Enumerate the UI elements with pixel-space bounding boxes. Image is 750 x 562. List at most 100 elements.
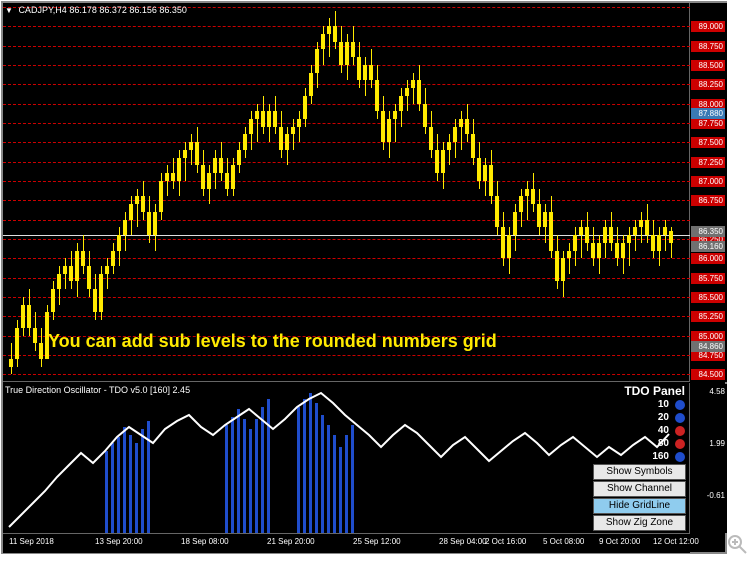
panel-dot-icon <box>675 413 685 423</box>
candle <box>669 3 673 382</box>
panel-button[interactable]: Show Zig Zone <box>593 515 686 531</box>
candle <box>477 3 481 382</box>
candle <box>585 3 589 382</box>
price-label: 87.750 <box>691 118 725 129</box>
time-label: 28 Sep 04:00 <box>439 537 487 546</box>
candle <box>21 3 25 382</box>
candle <box>117 3 121 382</box>
panel-row[interactable]: 20 <box>593 411 688 424</box>
candle <box>345 3 349 382</box>
candle <box>327 3 331 382</box>
candle <box>171 3 175 382</box>
candle <box>501 3 505 382</box>
candle <box>351 3 355 382</box>
panel-row[interactable]: 40 <box>593 424 688 437</box>
ohlc-values: 86.178 86.372 86.156 86.350 <box>69 5 187 15</box>
candle <box>579 3 583 382</box>
panel-row[interactable]: 160 <box>593 450 688 463</box>
price-label: 86.350 <box>691 226 725 237</box>
candle <box>441 3 445 382</box>
panel-button[interactable]: Show Channel <box>593 481 686 497</box>
tdo-panel: TDO Panel 10204080 160 Show SymbolsShow C… <box>593 384 688 531</box>
zoom-icon[interactable] <box>726 533 748 560</box>
candle <box>333 3 337 382</box>
candle <box>603 3 607 382</box>
candle <box>75 3 79 382</box>
symbol-name: CADJPY,H4 <box>18 5 66 15</box>
candle <box>357 3 361 382</box>
candle <box>591 3 595 382</box>
candle <box>597 3 601 382</box>
price-label: 86.160 <box>691 241 725 252</box>
candle <box>339 3 343 382</box>
candle <box>453 3 457 382</box>
candle <box>141 3 145 382</box>
panel-button[interactable]: Show Symbols <box>593 464 686 480</box>
candle <box>39 3 43 382</box>
candle <box>93 3 97 382</box>
candle <box>411 3 415 382</box>
time-label: 18 Sep 08:00 <box>181 537 229 546</box>
candle <box>429 3 433 382</box>
price-label: 87.250 <box>691 157 725 168</box>
candle <box>105 3 109 382</box>
candle <box>153 3 157 382</box>
candle <box>627 3 631 382</box>
candle <box>165 3 169 382</box>
candle <box>195 3 199 382</box>
candle <box>207 3 211 382</box>
candle <box>405 3 409 382</box>
panel-period: 10 <box>658 399 669 410</box>
price-label: 86.750 <box>691 195 725 206</box>
panel-title: TDO Panel <box>593 384 688 398</box>
oscillator-chart[interactable]: True Direction Oscillator - TDO v5.0 [16… <box>3 383 690 533</box>
panel-row[interactable]: 10 <box>593 398 688 411</box>
candle <box>99 3 103 382</box>
indicator-title: True Direction Oscillator - TDO v5.0 [16… <box>5 385 190 395</box>
price-label: 87.500 <box>691 137 725 148</box>
panel-period: 80 <box>658 438 669 449</box>
candle <box>537 3 541 382</box>
candle <box>483 3 487 382</box>
candle <box>69 3 73 382</box>
panel-period: 160 <box>652 451 669 462</box>
time-label: 5 Oct 08:00 <box>543 537 584 546</box>
candle <box>561 3 565 382</box>
candle <box>495 3 499 382</box>
candle <box>15 3 19 382</box>
candle <box>9 3 13 382</box>
panel-dot-icon <box>675 452 685 462</box>
price-label: 89.000 <box>691 21 725 32</box>
candle <box>489 3 493 382</box>
time-label: 2 Oct 16:00 <box>485 537 526 546</box>
candle <box>621 3 625 382</box>
price-label: 87.880 <box>691 108 725 119</box>
panel-dot-icon <box>675 439 685 449</box>
dropdown-icon[interactable]: ▼ <box>5 6 13 15</box>
candle <box>609 3 613 382</box>
candle <box>261 3 265 382</box>
candle <box>471 3 475 382</box>
candle <box>159 3 163 382</box>
panel-dot-icon <box>675 400 685 410</box>
overlay-caption: You can add sub levels to the rounded nu… <box>48 331 497 352</box>
candle <box>573 3 577 382</box>
price-label: 88.250 <box>691 79 725 90</box>
candle <box>129 3 133 382</box>
panel-row[interactable]: 80 <box>593 437 688 450</box>
candle <box>291 3 295 382</box>
candle <box>399 3 403 382</box>
candle <box>189 3 193 382</box>
price-label: 85.500 <box>691 292 725 303</box>
candle <box>279 3 283 382</box>
panel-button[interactable]: Hide GridLine <box>593 498 686 514</box>
candle <box>309 3 313 382</box>
price-chart[interactable]: ▼ CADJPY,H4 86.178 86.372 86.156 86.350 … <box>3 3 690 382</box>
candle <box>63 3 67 382</box>
candle <box>87 3 91 382</box>
price-label: 85.750 <box>691 273 725 284</box>
candle <box>465 3 469 382</box>
price-label: 85.000 <box>691 331 725 342</box>
candle <box>315 3 319 382</box>
osc-tick: 4.58 <box>709 387 725 396</box>
